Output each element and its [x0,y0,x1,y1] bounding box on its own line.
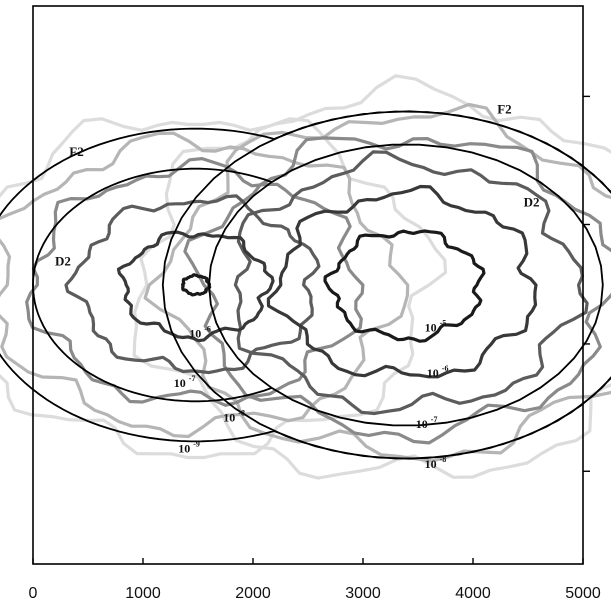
zone-label-f2-right: F2 [497,102,511,117]
x-tick-label: 5000 [565,585,601,602]
right-axis [583,95,590,472]
x-tick-label: 2000 [235,585,271,602]
x-tick-label: 0 [29,585,38,602]
contour-left-10-6 [116,230,275,343]
zone-boundary-f2 [0,110,611,460]
x-tick-label: 3000 [345,585,381,602]
contour-right-10-6 [266,184,538,379]
contour-right-10-5 [323,229,486,343]
x-axis: 0 1000 2000 3000 4000 5000 [29,558,601,602]
contour-annotation: 10 -8 [223,409,245,425]
x-tick-label: 1000 [125,585,161,602]
zone-label-d2-right: D2 [524,194,540,209]
contour-right-10-9 [143,102,611,463]
contour-right-10-7 [233,150,589,416]
zone-label-d2-left: D2 [55,253,71,268]
contour-annotation: 10 -6 [427,364,449,380]
contour-annotation: 10 -8 [425,455,447,471]
zone-boundary-d2 [32,143,604,427]
contour-annotations: 10 -6 10 -7 10 -8 10 -9 10 -5 10 -6 10 -7 10 -8 [174,318,449,471]
contour-lines [0,74,611,480]
contour-annotation: 10 -9 [178,439,200,455]
contour-annotation: 10 -7 [416,415,438,431]
zone-label-f2-left: F2 [69,144,83,159]
contour-left-10-10 [0,117,448,460]
contour-right-10-10 [132,74,611,480]
zone-circles [0,110,611,460]
contour-annotation: 10 -5 [425,318,447,334]
contour-annotation: 10 -7 [174,374,196,390]
plot-frame [32,5,584,565]
contour-left-10-8 [25,157,365,407]
contour-left-10-5 [181,273,212,297]
x-tick-label: 4000 [455,585,491,602]
zone-labels: F2 D2 F2 D2 [55,102,539,269]
contour-annotation: 10 -6 [189,325,211,341]
